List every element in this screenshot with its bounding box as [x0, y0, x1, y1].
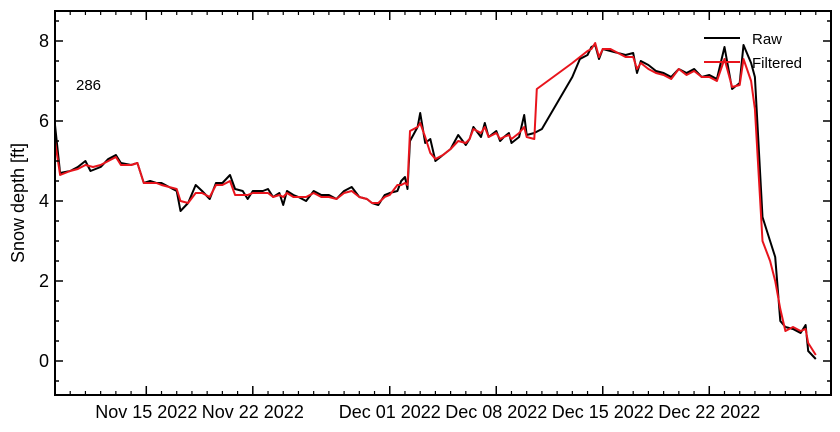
series-layer — [54, 42, 817, 360]
y-tick-label: 2 — [39, 271, 49, 291]
x-tick-label: Dec 08 2022 — [445, 402, 547, 422]
legend-raw-label: Raw — [752, 31, 782, 48]
y-tick-label: 6 — [39, 111, 49, 131]
x-tick-label: Dec 15 2022 — [552, 402, 654, 422]
y-tick-label: 0 — [39, 351, 49, 371]
legend: Raw Filtered — [704, 31, 802, 72]
x-tick-label: Nov 15 2022 — [95, 402, 197, 422]
x-tick-label: Nov 22 2022 — [202, 402, 304, 422]
x-tick-label: Dec 22 2022 — [658, 402, 760, 422]
series-line-filtered — [54, 42, 817, 356]
y-axis-title: Snow depth [ft] — [8, 143, 28, 263]
chart-annotation: 286 — [76, 77, 101, 94]
y-axis: 0 2 4 6 8 — [39, 20, 831, 382]
plot-frame — [54, 10, 832, 396]
y-tick-label: 8 — [39, 31, 49, 51]
y-tick-label: 4 — [39, 191, 49, 211]
series-line-raw — [54, 44, 817, 360]
legend-filtered-label: Filtered — [752, 55, 802, 72]
x-axis: Nov 15 2022 Nov 22 2022 Dec 01 2022 Dec 08 … — [54, 11, 832, 422]
x-tick-label: Dec 01 2022 — [339, 402, 441, 422]
